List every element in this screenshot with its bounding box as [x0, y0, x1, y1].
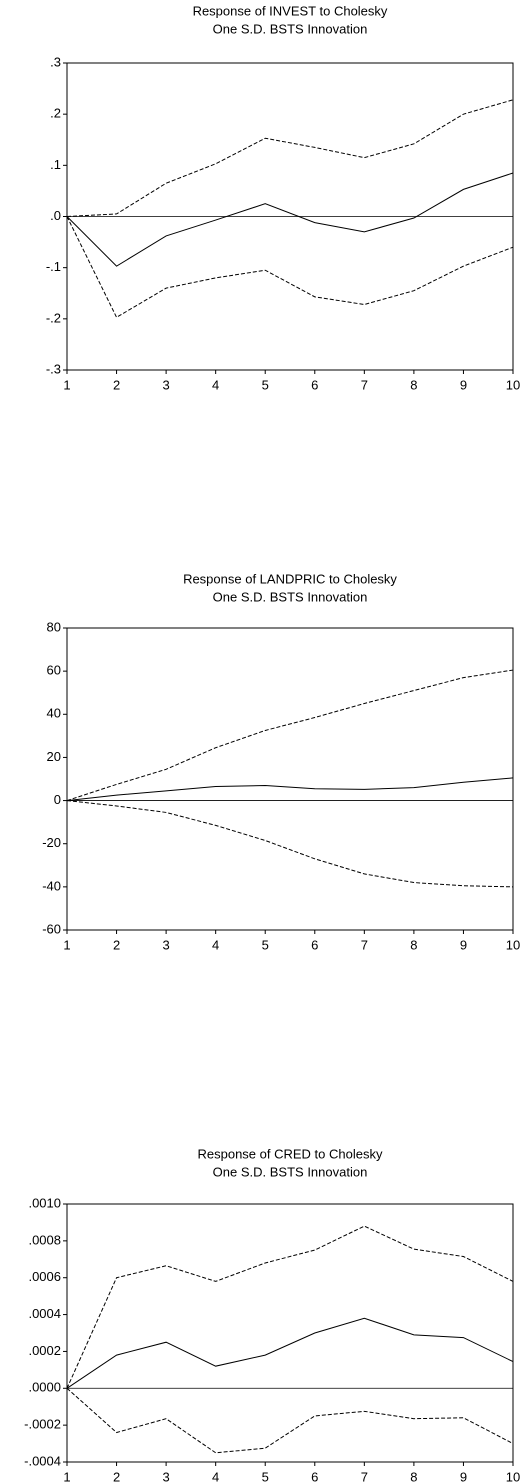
x-tick-label: 4 [212, 377, 219, 392]
chart-title: Response of INVEST to Cholesky [193, 3, 388, 18]
y-tick-label: -.3 [46, 361, 61, 376]
y-tick-label: -60 [42, 921, 61, 936]
band-line [66, 1225, 514, 1389]
x-tick-label: 2 [113, 937, 120, 952]
x-tick-label: 6 [311, 377, 318, 392]
band-line [66, 669, 514, 802]
x-tick-label: 6 [311, 937, 318, 952]
x-tick-label: 9 [460, 937, 467, 952]
band-line [66, 800, 514, 888]
chart-subtitle: One S.D. BSTS Innovation [213, 589, 368, 604]
y-tick-label: -.0004 [24, 1453, 61, 1468]
response-line [66, 777, 514, 802]
band-line [66, 99, 514, 217]
y-tick-label: -.0002 [24, 1417, 61, 1432]
y-tick-label: -40 [42, 878, 61, 893]
y-tick-label: -20 [42, 835, 61, 850]
y-tick-label: .2 [50, 106, 61, 121]
plot-frame [66, 1203, 514, 1463]
y-tick-label: .0002 [28, 1343, 61, 1358]
x-tick-label: 6 [311, 1469, 318, 1482]
y-tick-label: 60 [47, 663, 61, 678]
x-tick-label: 3 [162, 937, 169, 952]
y-tick-label: 80 [47, 619, 61, 634]
band-line [66, 216, 514, 319]
x-tick-label: 8 [410, 1469, 417, 1482]
chart-title: Response of LANDPRIC to Cholesky [183, 571, 397, 586]
x-tick-label: 3 [162, 1469, 169, 1482]
x-tick-label: 2 [113, 377, 120, 392]
y-tick-label: .0006 [28, 1269, 61, 1284]
y-tick-label: .3 [50, 54, 61, 69]
chart-subtitle: One S.D. BSTS Innovation [213, 21, 368, 36]
y-tick-label: .0008 [28, 1232, 61, 1247]
x-tick-label: 4 [212, 1469, 219, 1482]
x-tick-label: 3 [162, 377, 169, 392]
x-tick-label: 7 [361, 1469, 368, 1482]
y-tick-label: .0000 [28, 1380, 61, 1395]
x-tick-label: 5 [262, 937, 269, 952]
x-tick-label: 1 [63, 1469, 70, 1482]
y-tick-label: .1 [50, 157, 61, 172]
x-tick-label: 10 [506, 377, 520, 392]
y-tick-label: 0 [54, 792, 61, 807]
response-line [66, 1317, 514, 1389]
x-tick-label: 7 [361, 937, 368, 952]
x-tick-label: 9 [460, 377, 467, 392]
x-tick-label: 10 [506, 937, 520, 952]
x-tick-label: 5 [262, 377, 269, 392]
x-tick-label: 7 [361, 377, 368, 392]
y-tick-label: 40 [47, 706, 61, 721]
y-tick-label: 20 [47, 749, 61, 764]
x-tick-label: 9 [460, 1469, 467, 1482]
x-tick-label: 2 [113, 1469, 120, 1482]
x-tick-label: 5 [262, 1469, 269, 1482]
x-tick-label: 8 [410, 937, 417, 952]
x-tick-label: 8 [410, 377, 417, 392]
y-tick-label: .0010 [28, 1195, 61, 1210]
x-tick-label: 1 [63, 937, 70, 952]
x-tick-label: 4 [212, 937, 219, 952]
y-tick-label: -.1 [46, 259, 61, 274]
y-tick-label: -.2 [46, 310, 61, 325]
chart-title: Response of CRED to Cholesky [198, 1146, 383, 1161]
response-line [66, 172, 514, 267]
band-line [66, 1387, 514, 1454]
y-tick-label: .0004 [28, 1306, 61, 1321]
x-tick-label: 10 [506, 1469, 520, 1482]
x-tick-label: 1 [63, 377, 70, 392]
y-tick-label: .0 [50, 208, 61, 223]
chart-subtitle: One S.D. BSTS Innovation [213, 1164, 368, 1179]
plot-frame [66, 627, 514, 931]
